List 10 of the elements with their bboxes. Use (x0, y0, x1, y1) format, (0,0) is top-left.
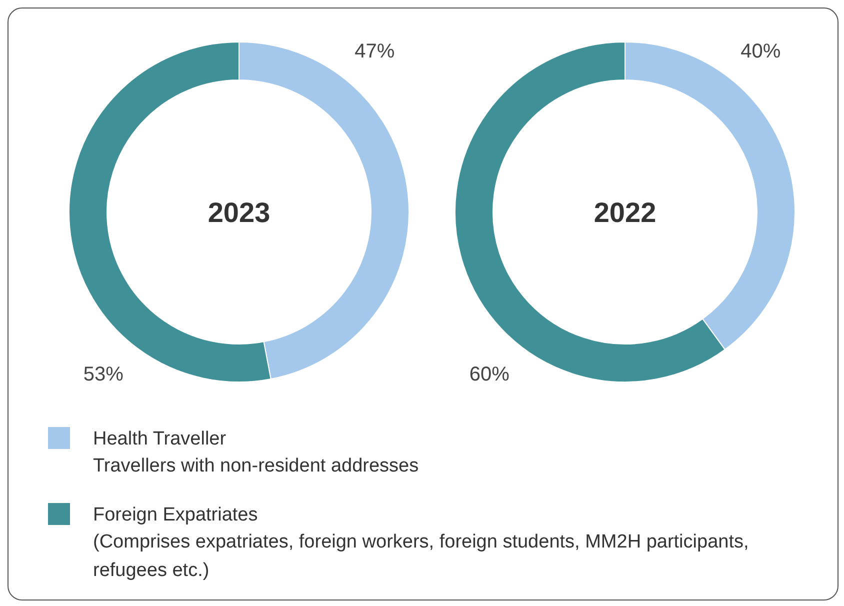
text: (Comprises expatriates, foreign workers, foreign students, MM2H participants, refugees etc.) (93, 532, 749, 582)
data-label: 40% (740, 40, 781, 62)
text: 2022 (594, 196, 656, 228)
legend-label: Health Traveller (93, 428, 227, 450)
text: 2023 (208, 196, 270, 228)
legend-label: Foreign Expatriates (93, 504, 258, 526)
data-label: 60% (469, 364, 510, 386)
data-label: 47% (354, 40, 395, 62)
data-label: 53% (83, 364, 124, 386)
text: Travellers with non-resident addresses (93, 456, 419, 477)
